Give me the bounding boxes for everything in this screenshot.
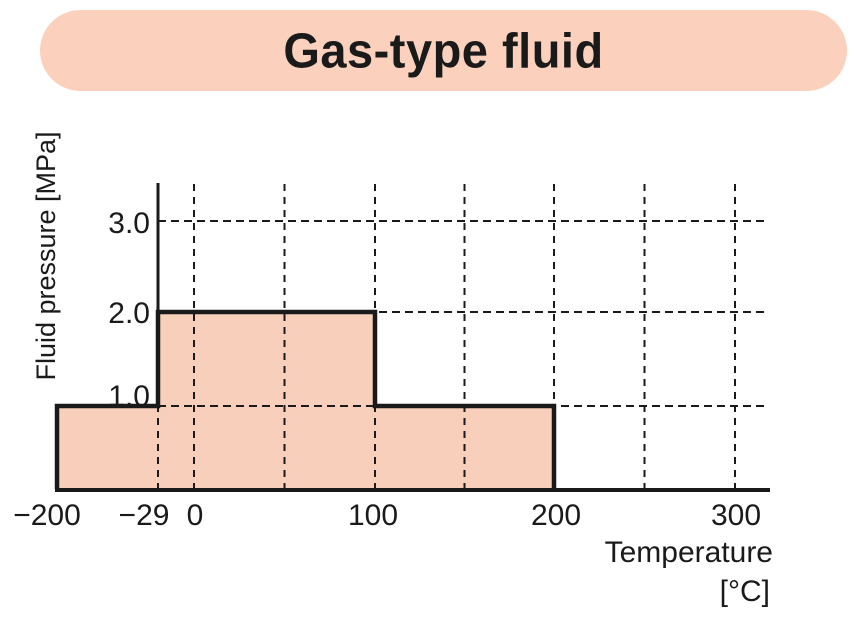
fill-area: [57, 312, 554, 489]
x-tick-label: 0: [187, 499, 204, 532]
title-banner: Gas-type fluid: [40, 10, 847, 91]
y-tick-label: 2.0: [108, 297, 150, 330]
x-tick-label: −200: [13, 499, 81, 532]
step-line-layer: [54, 309, 557, 489]
figure-title: Gas-type fluid: [283, 22, 604, 79]
y-tick-label: 1.0: [108, 380, 150, 413]
tick-label-layer: −200 −29 0 100 200 300 1.0 2.0 3.0: [13, 207, 761, 532]
step-line: [54, 309, 557, 489]
x-axis-title: Temperature: [605, 536, 773, 569]
x-tick-label: −29: [119, 499, 170, 532]
area-fill-layer: [57, 312, 554, 489]
x-tick-label: 200: [531, 499, 581, 532]
y-axis-title: Fluid pressure [MPa]: [31, 131, 61, 380]
y-tick-label: 3.0: [108, 207, 150, 240]
x-axis-unit: [°C]: [720, 575, 770, 608]
x-tick-label: 300: [711, 499, 761, 532]
x-tick-label: 100: [348, 499, 398, 532]
axes-layer: [55, 183, 770, 492]
